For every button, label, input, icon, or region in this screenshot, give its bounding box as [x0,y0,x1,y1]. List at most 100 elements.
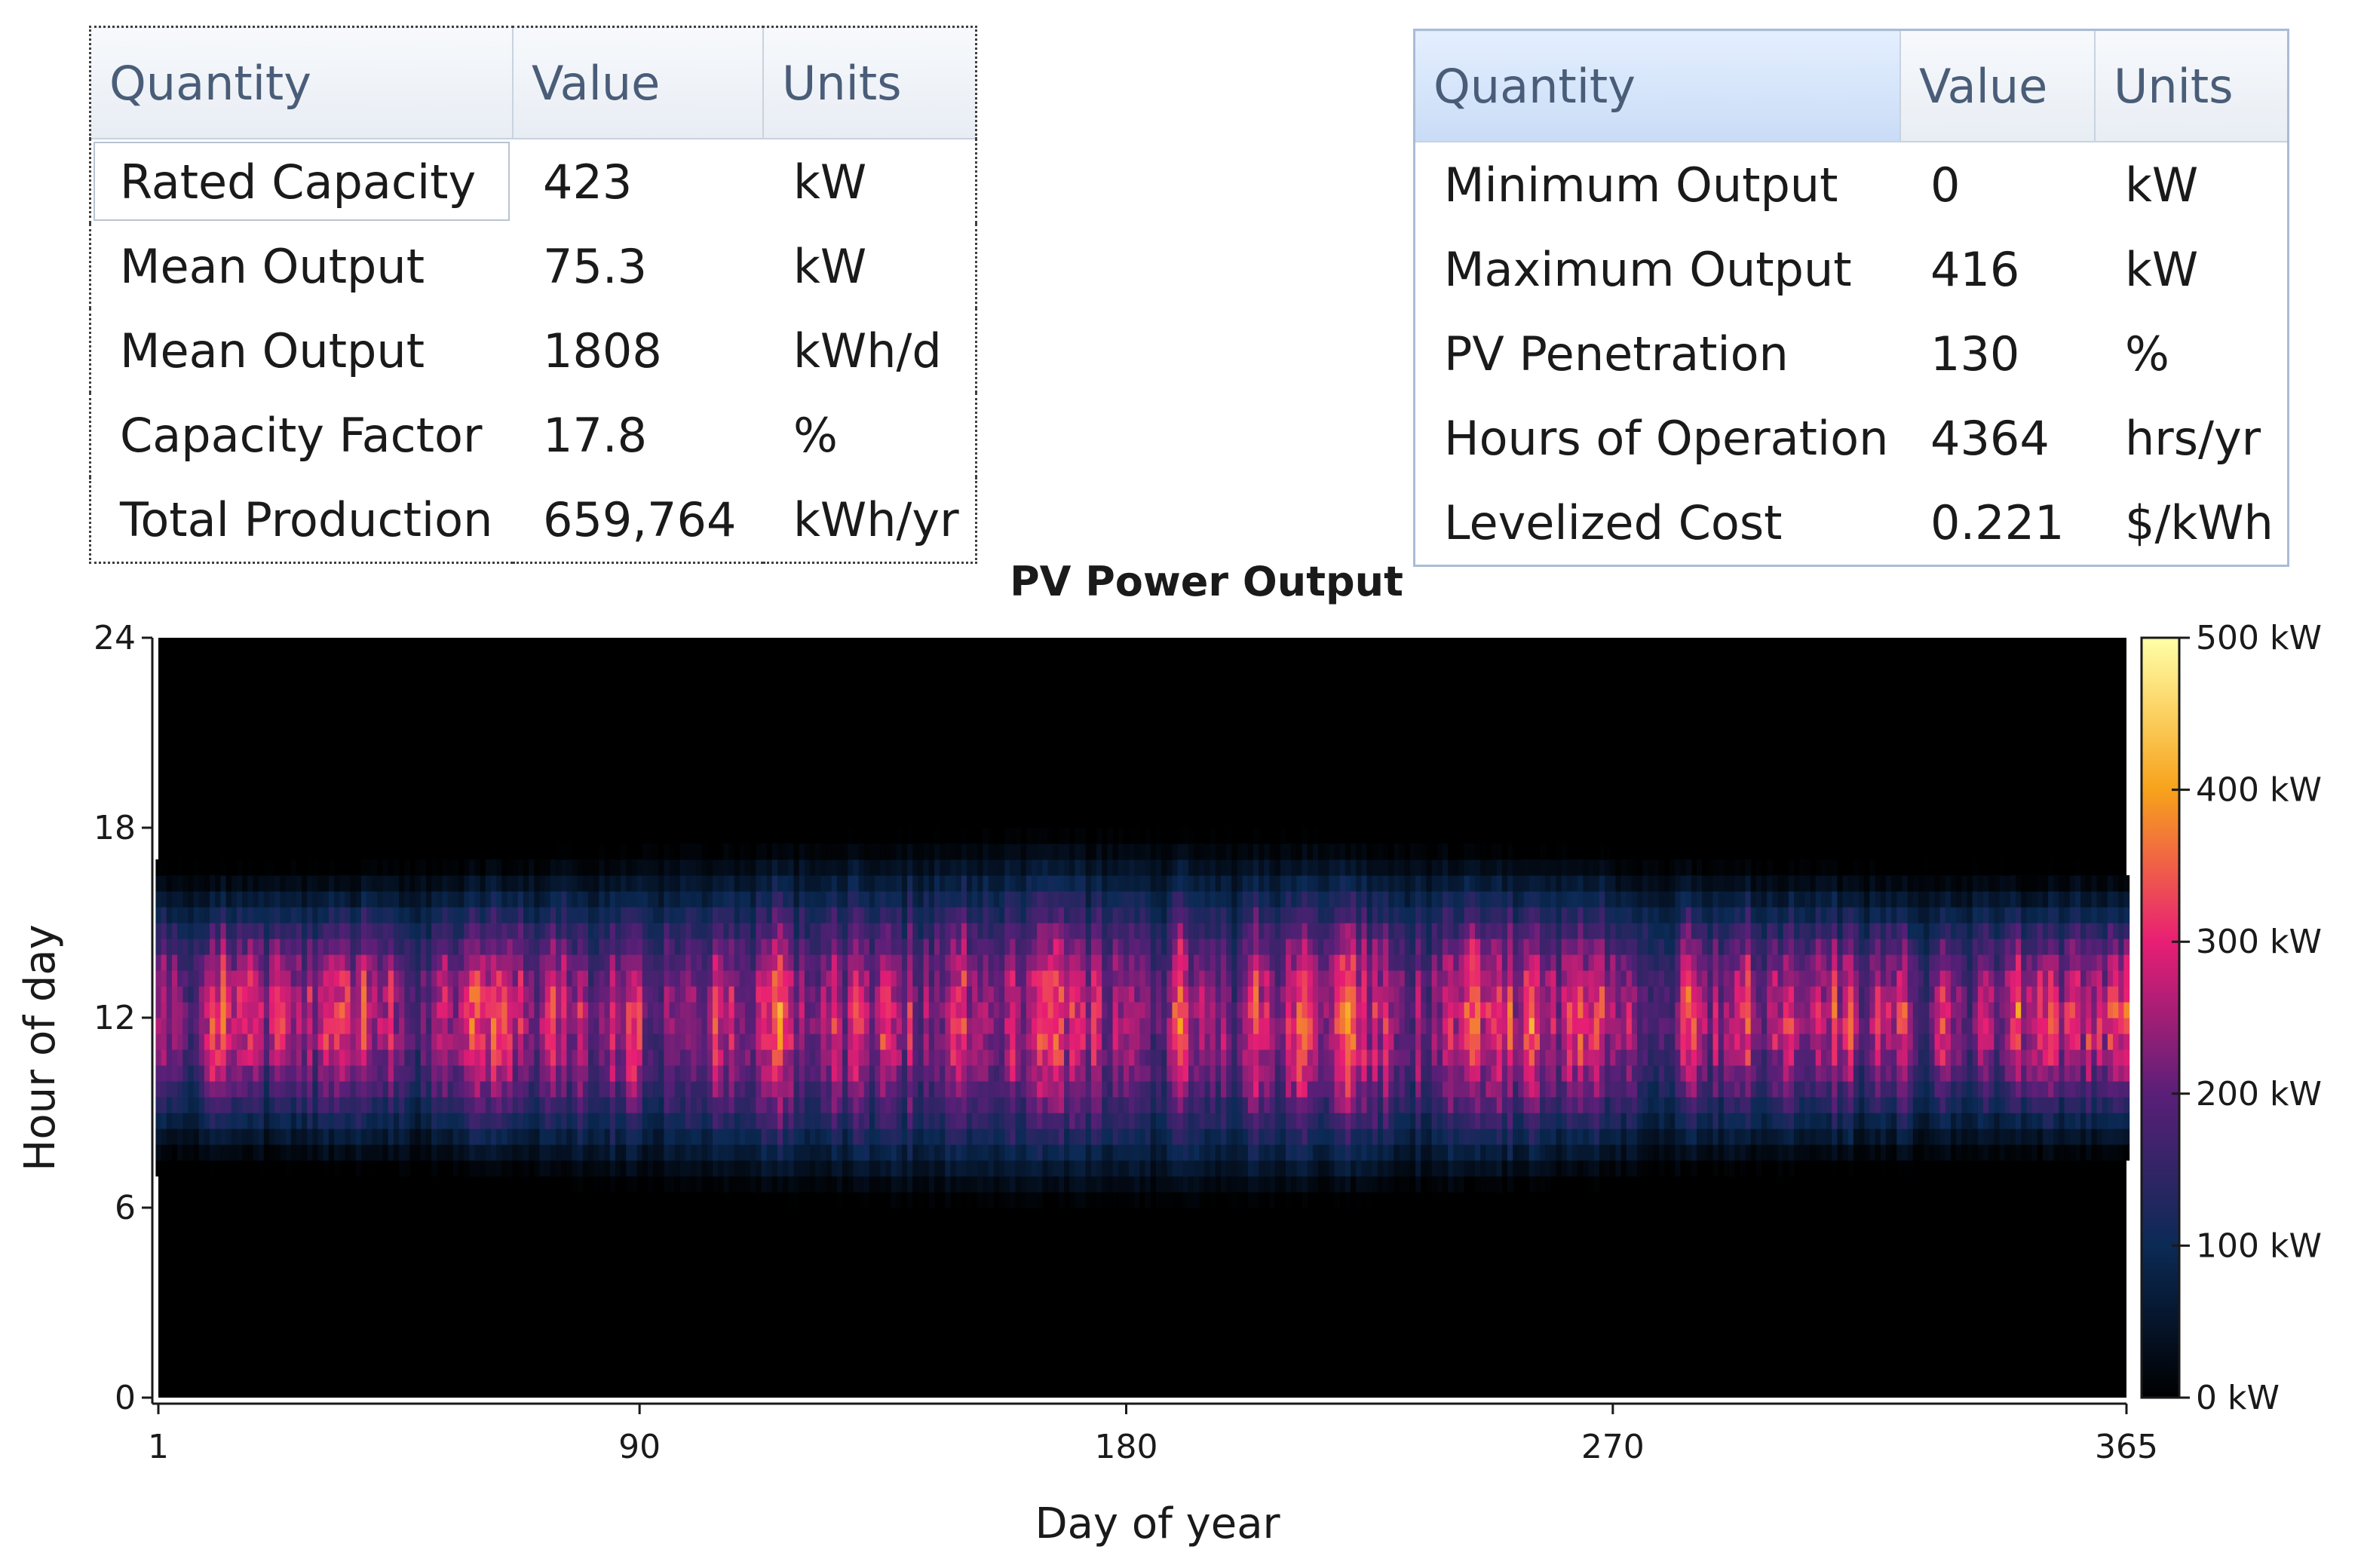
heatmap-cell [485,939,492,955]
heatmap-cell [880,1065,886,1082]
heatmap-cell [464,1081,470,1098]
column-header-value[interactable]: Value [1900,29,2096,142]
heatmap-cell [1032,828,1038,844]
table-row[interactable]: Capacity Factor 17.8% [90,393,977,477]
table-row[interactable]: Rated Capacity 423 kW [90,139,977,224]
heatmap-cell [998,891,1005,908]
heatmap-day-column [366,859,373,1177]
heatmap-cell [1161,1144,1167,1161]
heatmap-cell [793,1049,800,1066]
heatmap-cell [626,1097,632,1113]
heatmap-cell [1020,1097,1027,1113]
heatmap-cell [1037,1018,1043,1034]
heatmap-cell [793,1097,800,1113]
heatmap-cell [1274,1097,1281,1113]
heatmap-cell [317,970,324,987]
heatmap-cell [442,970,449,987]
heatmap-cell [1102,1113,1108,1129]
heatmap-cell [339,986,345,1003]
heatmap-cell [599,954,606,971]
heatmap-cell [744,970,751,987]
heatmap-cell [1242,1081,1249,1098]
table-row[interactable]: Minimum Output 0 kW [1415,142,2289,227]
heatmap-cell [485,1129,492,1145]
heatmap-cell [572,1018,578,1034]
heatmap-cell [225,939,232,955]
heatmap-cell [404,939,411,955]
heatmap-cell [334,954,340,971]
table-row[interactable]: Hours of Operation 4364 hrs/yr [1415,396,2289,480]
heatmap-cell [1064,1081,1070,1098]
heatmap-cell [360,986,367,1003]
heatmap-day-column [425,859,432,1161]
heatmap-cell [1194,844,1200,860]
heatmap-cell [1323,923,1329,939]
heatmap-cell [1280,875,1286,892]
heatmap-cell [875,1081,881,1098]
heatmap-cell [182,1034,189,1050]
heatmap-cell [885,1081,892,1098]
heatmap-cell [198,1065,205,1082]
heatmap-cell [345,1081,351,1098]
heatmap-cell [269,1065,275,1082]
heatmap-cell [242,954,248,971]
heatmap-cell [1274,875,1281,892]
heatmap-cell [355,1081,362,1098]
heatmap-cell [474,1081,481,1098]
heatmap-cell [1291,1018,1297,1034]
heatmap-cell [1015,1081,1022,1098]
heatmap-cell [853,859,860,876]
heatmap-cell [885,844,892,860]
heatmap-cell [572,907,578,923]
table-row[interactable]: Levelized Cost 0.221 $/kWh [1415,480,2289,566]
heatmap-cell [858,907,865,923]
heatmap-cell [534,1065,541,1082]
heatmap-cell [366,923,373,939]
heatmap-cell [626,986,632,1003]
heatmap-cell [1280,828,1286,844]
heatmap-cell [1085,1192,1092,1208]
heatmap-cell [756,859,762,876]
heatmap-cell [1102,844,1108,860]
heatmap-cell [701,859,708,876]
heatmap-cell [480,1034,486,1050]
heatmap-cell [615,1097,621,1113]
heatmap-cell [923,954,930,971]
table-row[interactable]: Mean Output 1808 kWh/d [90,308,977,393]
heatmap-cell [269,891,275,908]
heatmap-cell [599,1002,606,1018]
heatmap-cell [1075,1113,1081,1129]
heatmap-cell [1129,923,1135,939]
heatmap-day-column [718,844,724,1193]
table-row[interactable]: Mean Output 75.3 kW [90,224,977,308]
heatmap-cell [366,970,373,987]
heatmap-cell [734,1113,740,1129]
heatmap-cell [290,1097,297,1113]
table-row[interactable]: Total Production 659,764 kWh/yr [90,477,977,563]
heatmap-cell [961,1049,967,1066]
heatmap-cell [972,1049,978,1066]
heatmap-cell [734,986,740,1003]
column-header-quantity[interactable]: Quantity [90,26,514,139]
heatmap-cell [166,954,173,971]
heatmap-cell [345,1129,351,1145]
heatmap-cell [863,1049,870,1066]
heatmap-cell [885,1018,892,1034]
table-row[interactable]: Maximum Output 416 kW [1415,227,2289,311]
column-header-units[interactable]: Units [2095,29,2289,142]
heatmap-cell [766,970,773,987]
heatmap-cell [577,970,584,987]
heatmap-cell [415,970,422,987]
heatmap-cell [950,1081,957,1098]
table-row[interactable]: PV Penetration 130% [1415,311,2289,396]
heatmap-cell [258,907,265,923]
heatmap-cell [993,891,1000,908]
heatmap-cell [382,1144,389,1161]
heatmap-cell [425,923,432,939]
column-header-units[interactable]: Units [763,26,977,139]
heatmap-cell [734,1018,740,1034]
column-header-quantity[interactable]: Quantity [1414,29,1901,142]
heatmap-cell [582,1049,589,1066]
column-header-value[interactable]: Value [513,26,764,139]
heatmap-cell [766,939,773,955]
